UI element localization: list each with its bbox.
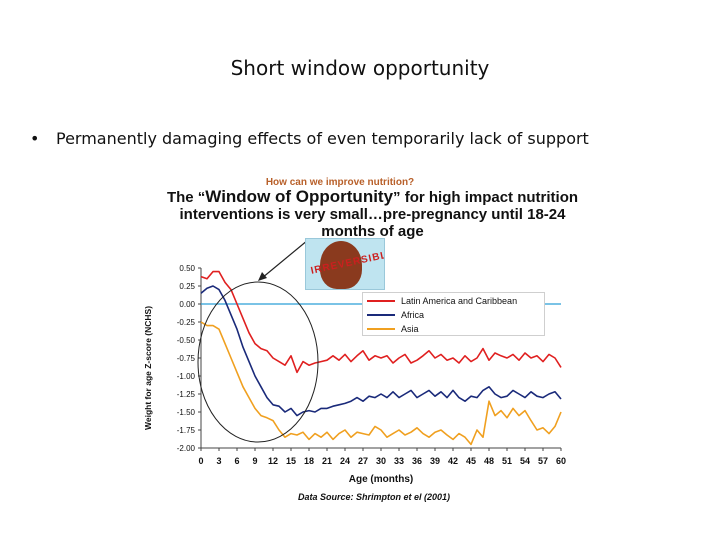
annotation-arrow-head [258,272,267,281]
x-tick-label: 48 [484,456,494,466]
y-tick-label: -2.00 [177,444,196,453]
x-tick-label: 0 [198,456,203,466]
legend-item-latin-america: Latin America and Caribbean [367,294,540,308]
x-tick-label: 57 [538,456,548,466]
legend-swatch [367,300,395,302]
legend-label: Latin America and Caribbean [401,296,518,306]
annotation-arrow-line [261,239,309,279]
legend-label: Africa [401,310,425,320]
x-tick-label: 42 [448,456,458,466]
x-tick-label: 21 [322,456,332,466]
y-tick-label: 0.25 [179,282,195,291]
slide-title: Short window opportunity [230,56,490,80]
y-tick-label: -0.25 [177,318,196,327]
x-axis-label: Age (months) [349,474,413,485]
y-tick-label: -0.75 [177,354,196,363]
x-tick-label: 54 [520,456,530,466]
x-tick-label: 15 [286,456,296,466]
y-tick-label: 0.50 [179,264,195,273]
x-tick-label: 51 [502,456,512,466]
y-tick-label: -0.50 [177,336,196,345]
y-tick-label: -1.75 [177,426,196,435]
chart-legend: Latin America and Caribbean Africa Asia [362,292,545,336]
figure-title-post: ” for high impact nutrition [393,189,579,206]
x-tick-label: 30 [376,456,386,466]
x-tick-label: 60 [556,456,566,466]
data-source-note: Data Source: Shrimpton et el (2001) [298,492,450,502]
y-tick-label: -1.00 [177,372,196,381]
figure-title-line3: months of age [321,223,424,240]
y-tick-label: -1.50 [177,408,196,417]
legend-item-africa: Africa [367,308,540,322]
bullet-marker: • [30,129,40,148]
figure-title-pre: The “ [166,189,206,206]
x-tick-label: 33 [394,456,404,466]
figure-title: The “Window of Opportunity” for high imp… [160,188,585,240]
series-africa-line [200,285,562,417]
x-tick-label: 27 [358,456,368,466]
x-tick-label: 18 [304,456,314,466]
x-tick-label: 39 [430,456,440,466]
y-tick-label: 0.00 [179,300,195,309]
irreversible-badge: IRREVERSIBLE [305,238,385,290]
legend-swatch [367,314,395,316]
x-tick-label: 45 [466,456,476,466]
x-tick-label: 6 [234,456,239,466]
brain-head-icon [320,241,362,289]
x-tick-label: 24 [340,456,350,466]
legend-item-asia: Asia [367,322,540,336]
series-asia-line [200,321,562,446]
legend-swatch [367,328,395,330]
y-axis-label: Weight for age Z-score (NCHS) [143,306,153,430]
x-tick-label: 36 [412,456,422,466]
y-tick-label: -1.25 [177,390,196,399]
series-latin-america-line [200,270,562,374]
bullet-point: • Permanently damaging effects of even te… [30,129,589,148]
figure-subtitle: How can we improve nutrition? [265,177,415,188]
figure-title-bold: Window of Opportunity [205,187,394,206]
window-of-opportunity-ellipse [197,281,319,443]
x-tick-label: 9 [252,456,257,466]
legend-label: Asia [401,324,419,334]
x-tick-label: 3 [216,456,221,466]
bullet-text: Permanently damaging effects of even tem… [56,129,589,148]
figure-title-line2: interventions is very small…pre-pregnanc… [179,206,566,223]
x-tick-label: 12 [268,456,278,466]
